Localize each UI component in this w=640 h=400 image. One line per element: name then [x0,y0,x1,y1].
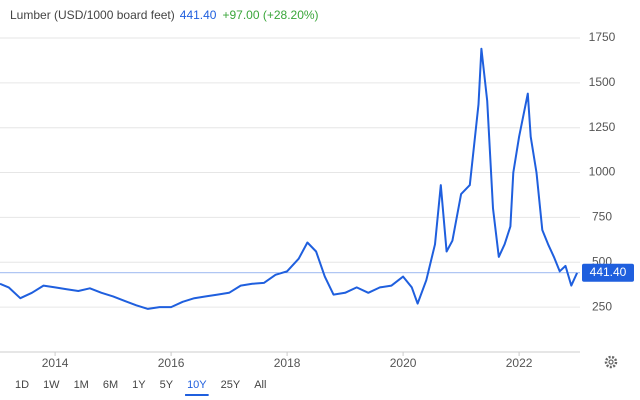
y-tick-label: 750 [592,210,612,224]
last-price-label: 441.40 [590,265,627,279]
y-tick-label: 1000 [589,165,616,179]
x-tick-label: 2022 [506,356,533,370]
x-tick-label: 2020 [390,356,417,370]
range-button[interactable]: All [254,379,266,391]
last-price-box [582,263,634,282]
range-button[interactable]: 1W [43,379,60,391]
x-tick-label: 2018 [274,356,301,370]
chart-title: Lumber (USD/1000 board feet) 441.40 +97.00… [10,8,319,22]
y-tick-label: 250 [592,299,612,313]
range-button[interactable]: 1Y [132,379,146,391]
range-button[interactable]: 1D [15,379,29,391]
range-button[interactable]: 25Y [221,379,241,391]
gear-icon[interactable] [604,355,618,369]
range-button[interactable]: 6M [103,379,118,391]
x-tick-label: 2014 [42,356,69,370]
range-button[interactable]: 10Y [187,379,207,391]
price-change: +97.00 (+28.20%) [222,8,318,22]
price-line [0,47,579,310]
range-button[interactable]: 5Y [160,379,174,391]
range-button[interactable]: 1M [74,379,89,391]
y-tick-label: 1250 [589,120,616,134]
x-tick-label: 2016 [158,356,185,370]
price: 441.40 [180,8,217,22]
y-tick-label: 1500 [589,75,616,89]
y-tick-label: 1750 [589,30,616,44]
